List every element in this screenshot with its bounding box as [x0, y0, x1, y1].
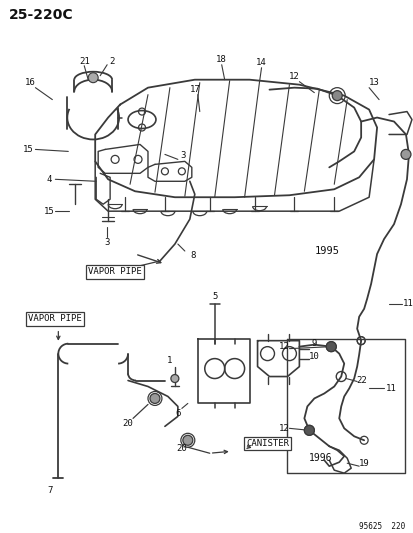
Circle shape — [304, 425, 313, 435]
Text: 17: 17 — [189, 85, 200, 94]
Circle shape — [332, 91, 342, 101]
Text: 5: 5 — [211, 292, 217, 301]
Text: 3: 3 — [104, 238, 109, 247]
Text: 1996: 1996 — [309, 453, 332, 463]
Text: 4: 4 — [47, 175, 52, 184]
Text: 1: 1 — [167, 356, 172, 365]
Text: 15: 15 — [44, 207, 55, 216]
Circle shape — [304, 425, 313, 435]
Text: CANISTER: CANISTER — [245, 439, 288, 448]
Text: 7: 7 — [47, 486, 53, 495]
Text: 19: 19 — [358, 459, 369, 467]
Circle shape — [88, 72, 98, 83]
Text: 11: 11 — [401, 300, 412, 308]
Circle shape — [400, 149, 410, 159]
Text: VAPOR PIPE: VAPOR PIPE — [28, 314, 82, 323]
Text: 16: 16 — [25, 78, 36, 87]
Text: 12: 12 — [278, 424, 289, 433]
Text: 8: 8 — [190, 251, 195, 260]
Text: 1995: 1995 — [313, 246, 339, 256]
Text: 20: 20 — [122, 419, 133, 428]
Text: 11: 11 — [385, 384, 396, 393]
Text: 12: 12 — [288, 72, 299, 81]
Circle shape — [325, 342, 335, 352]
Text: 14: 14 — [256, 58, 266, 67]
Text: 21: 21 — [78, 57, 89, 66]
Circle shape — [171, 375, 178, 383]
Text: 15: 15 — [23, 145, 34, 154]
Text: 3: 3 — [180, 151, 185, 160]
Text: VAPOR PIPE: VAPOR PIPE — [88, 268, 142, 277]
Text: 12: 12 — [278, 342, 289, 351]
Text: 2: 2 — [109, 57, 114, 66]
Text: 20: 20 — [176, 444, 187, 453]
Text: 13: 13 — [368, 78, 379, 87]
Text: 9: 9 — [311, 339, 316, 348]
Text: 18: 18 — [216, 55, 226, 64]
Text: 22: 22 — [356, 376, 367, 385]
Circle shape — [183, 435, 192, 445]
Circle shape — [325, 342, 335, 352]
Text: 6: 6 — [175, 409, 180, 418]
Text: 95625  220: 95625 220 — [358, 522, 404, 531]
Text: 25-220C: 25-220C — [9, 8, 73, 22]
Text: 10: 10 — [308, 352, 319, 361]
Circle shape — [150, 393, 159, 403]
